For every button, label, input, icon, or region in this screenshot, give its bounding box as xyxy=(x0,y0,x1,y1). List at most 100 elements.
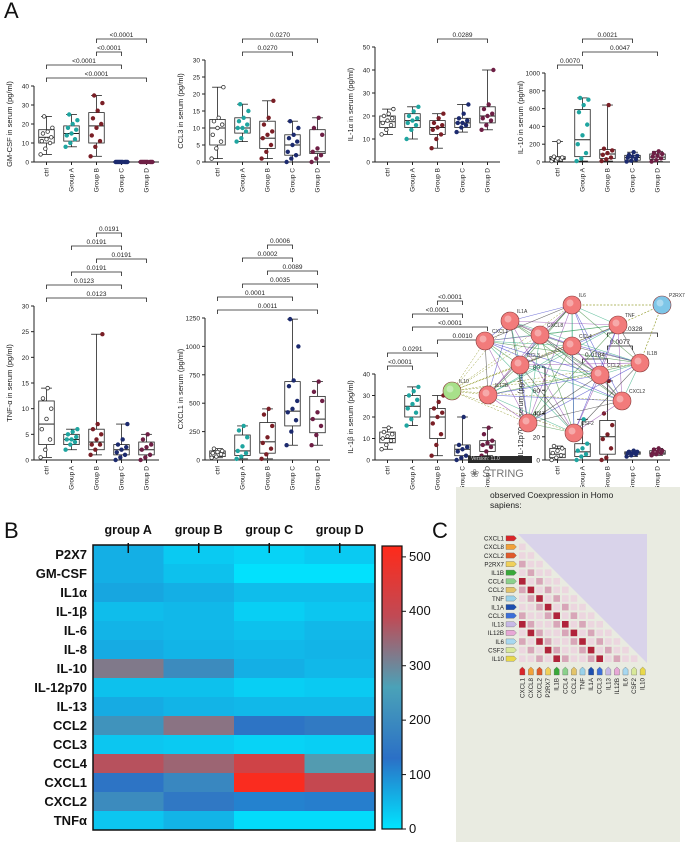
data-point xyxy=(410,118,415,123)
coexpression-row-label: IL1A xyxy=(491,604,505,611)
y-tick-label: 5 xyxy=(25,432,29,439)
data-point xyxy=(390,116,395,121)
data-point xyxy=(550,450,555,456)
y-axis-label: IL-1α in serum (pg/ml) xyxy=(346,67,355,141)
node-highlight xyxy=(446,385,454,393)
y-tick-label: 10 xyxy=(363,137,371,144)
y-tick-label: 0 xyxy=(536,160,540,167)
data-point xyxy=(465,118,470,123)
data-point xyxy=(141,159,147,165)
box-group-b xyxy=(88,93,105,159)
data-point xyxy=(265,435,270,440)
data-point xyxy=(260,135,265,141)
network-node-il6[interactable]: IL6 xyxy=(562,293,586,315)
network-node-ccl2[interactable]: CCL2 xyxy=(590,363,620,385)
network-node-il10[interactable]: IL10 xyxy=(442,379,469,401)
boxplot-chart-2: 0 5 10 15 20 25 30 CCL3 in serum (pg/ml) ctrl Gro… xyxy=(176,32,330,193)
network-node-cxcl1[interactable]: CXCL1 xyxy=(475,329,508,351)
x-tick-label: Group C xyxy=(119,168,126,193)
network-edge xyxy=(484,340,575,434)
network-node-cxcl2[interactable]: CXCL2 xyxy=(612,389,645,411)
data-point xyxy=(70,121,75,127)
node-highlight xyxy=(479,335,487,343)
gene-color-arrow xyxy=(596,666,603,676)
bracket-line xyxy=(242,283,318,288)
heatmap-cell xyxy=(93,545,164,565)
node-label: IL10 xyxy=(459,379,469,385)
network-edge xyxy=(484,304,573,342)
data-point xyxy=(290,142,295,148)
box-iqr xyxy=(454,444,471,457)
network-edge xyxy=(519,364,529,424)
data-point xyxy=(430,127,435,132)
data-point xyxy=(241,115,246,120)
coexpression-cell xyxy=(519,595,526,602)
network-edge xyxy=(519,364,601,376)
data-point xyxy=(218,139,224,144)
boxplot-chart-6: 0 250 500 750 1000 1250 CXCL1 in serum (pg/ml)… xyxy=(176,238,330,490)
coexpression-cell xyxy=(553,603,560,611)
network-node-p2rx7[interactable]: P2RX7 xyxy=(652,293,685,315)
coexpression-cell xyxy=(519,569,526,576)
heatmap-cell xyxy=(93,564,164,584)
box-group-a xyxy=(404,384,421,428)
network-node-csf2[interactable]: CSF2 xyxy=(564,421,594,443)
data-point xyxy=(293,152,299,158)
network-node-il13[interactable]: IL13 xyxy=(518,411,545,433)
node-circle xyxy=(630,353,650,373)
significance-bracket: 0.0191 xyxy=(96,252,147,263)
p-value-label: 0.0077 xyxy=(610,339,630,346)
gene-color-arrow xyxy=(588,666,594,676)
y-tick-label: 800 xyxy=(529,88,540,95)
coexpression-cell xyxy=(519,543,526,551)
heatmap-cell xyxy=(163,716,235,736)
string-network-area xyxy=(440,283,685,453)
data-point xyxy=(65,125,71,130)
network-edge xyxy=(527,324,619,424)
network-node-il1a[interactable]: IL1A xyxy=(500,309,528,331)
box-iqr xyxy=(309,129,326,154)
heatmap-cell xyxy=(304,811,376,831)
network-node-cxcl8[interactable]: CXCL8 xyxy=(530,323,563,345)
data-point xyxy=(654,158,659,163)
gene-color-arrow xyxy=(536,666,543,676)
network-node-il1b[interactable]: IL1B xyxy=(630,351,658,373)
heatmap-cell xyxy=(163,735,235,755)
data-point xyxy=(600,436,605,442)
data-point xyxy=(311,389,317,395)
y-tick-label: 20 xyxy=(193,92,201,99)
data-point xyxy=(435,414,440,420)
data-point xyxy=(459,125,464,130)
coexpression-cell xyxy=(527,621,535,628)
data-point xyxy=(69,437,74,442)
data-point xyxy=(435,125,440,130)
x-tick-label: Group A xyxy=(410,465,417,490)
data-point xyxy=(380,436,385,441)
y-tick-label: 400 xyxy=(529,124,540,131)
data-point xyxy=(624,159,629,164)
network-node-tnf[interactable]: TNF xyxy=(608,313,635,335)
data-point xyxy=(404,423,409,428)
network-edge xyxy=(539,334,641,364)
node-circle xyxy=(518,413,538,433)
p-value-label: 0.0001 xyxy=(245,290,265,297)
p-value-label: <0.0001 xyxy=(388,359,412,366)
network-node-il12b[interactable]: IL12B xyxy=(478,383,509,405)
y-tick-label: 25 xyxy=(22,329,30,336)
network-edge xyxy=(573,374,601,434)
data-point xyxy=(605,150,610,156)
data-point xyxy=(289,156,294,161)
data-point xyxy=(240,444,245,449)
significance-bracket: 0.0123 xyxy=(46,291,147,302)
heatmap-cell xyxy=(93,583,164,603)
heatmap-cell xyxy=(93,659,164,679)
node-highlight xyxy=(566,340,574,348)
data-point xyxy=(388,122,394,128)
network-node-ccl4[interactable]: CCL4 xyxy=(562,334,592,356)
data-point xyxy=(416,104,421,109)
y-tick-label: 5 xyxy=(196,143,200,150)
network-nodes: IL1A IL6 P2RX7 TNF IL1B CXCL2 CXCL1 CXCL8 CCL4 CC… xyxy=(442,293,685,443)
x-tick-label: Group B xyxy=(265,168,272,192)
network-node-ccl3[interactable]: CCL3 xyxy=(510,353,540,375)
